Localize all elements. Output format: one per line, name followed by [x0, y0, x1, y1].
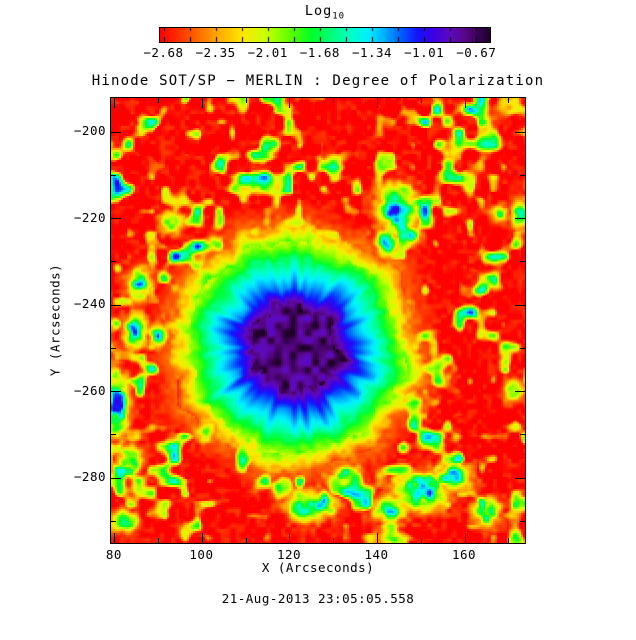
- y-tick-label: −280: [73, 469, 106, 485]
- axis-tick: [111, 261, 116, 263]
- axis-tick: [111, 520, 116, 522]
- axis-tick: [289, 533, 291, 543]
- axis-tick: [520, 174, 525, 176]
- axis-tick: [333, 98, 335, 103]
- axis-tick: [508, 98, 510, 103]
- y-tick-label: −220: [73, 209, 106, 225]
- colorbar-title: Log10: [159, 3, 491, 22]
- axis-tick: [158, 98, 160, 103]
- axis-tick: [377, 98, 379, 108]
- observation-timestamp: 21-Aug-2013 23:05:05.558: [221, 591, 415, 606]
- axis-tick: [289, 98, 291, 108]
- axis-tick: [515, 477, 525, 479]
- axis-tick: [111, 174, 116, 176]
- plot-area: [110, 97, 526, 544]
- axis-tick: [420, 98, 422, 103]
- x-tick-label: 80: [105, 547, 122, 562]
- colorbar-tick-label: −2.01: [247, 45, 288, 60]
- axis-tick: [464, 533, 466, 543]
- colorbar-tick-label: −1.01: [404, 45, 445, 60]
- axis-tick: [377, 533, 379, 543]
- axis-tick: [111, 304, 121, 306]
- axis-tick: [201, 98, 203, 108]
- colorbar-tick-label: −0.67: [456, 45, 497, 60]
- axis-tick: [111, 434, 116, 436]
- y-tick-label: −240: [73, 296, 106, 312]
- axis-tick: [508, 538, 510, 543]
- colorbar-title-text: Log: [304, 3, 333, 19]
- x-axis-title: X (Arcseconds): [261, 560, 375, 575]
- axis-tick: [515, 218, 525, 220]
- axis-tick: [515, 131, 525, 133]
- axis-tick: [333, 538, 335, 543]
- axis-tick: [520, 520, 525, 522]
- axis-tick: [111, 347, 116, 349]
- x-tick-label: 100: [189, 547, 214, 562]
- y-tick-label: −200: [73, 123, 106, 139]
- heatmap-canvas: [111, 98, 525, 543]
- x-tick-label: 140: [364, 547, 389, 562]
- x-tick-label: 120: [276, 547, 302, 562]
- y-axis-title: Y (Arcseconds): [47, 263, 63, 377]
- axis-tick: [111, 391, 121, 393]
- colorbar: [159, 27, 491, 43]
- axis-tick: [114, 533, 116, 543]
- axis-tick: [520, 347, 525, 349]
- axis-tick: [515, 391, 525, 393]
- plot-title: Hinode SOT/SP − MERLIN : Degree of Polar…: [91, 73, 545, 89]
- axis-tick: [464, 98, 466, 108]
- colorbar-gradient: [160, 28, 490, 42]
- axis-tick: [245, 538, 247, 543]
- axis-tick: [515, 304, 525, 306]
- axis-tick: [520, 434, 525, 436]
- colorbar-tick-label: −1.68: [299, 45, 340, 60]
- axis-tick: [111, 477, 121, 479]
- y-tick-label: −260: [73, 382, 106, 398]
- axis-tick: [111, 131, 121, 133]
- colorbar-tick-label: −1.34: [351, 45, 393, 60]
- colorbar-tick-label: −2.68: [143, 45, 184, 60]
- axis-tick: [158, 538, 160, 543]
- axis-tick: [114, 98, 116, 108]
- colorbar-title-subscript: 10: [332, 11, 346, 22]
- axis-tick: [420, 538, 422, 543]
- axis-tick: [245, 98, 247, 103]
- colorbar-tick-label: −2.35: [195, 45, 236, 60]
- x-tick-label: 160: [451, 547, 477, 562]
- axis-tick: [111, 218, 121, 220]
- axis-tick: [520, 261, 525, 263]
- axis-tick: [201, 533, 203, 543]
